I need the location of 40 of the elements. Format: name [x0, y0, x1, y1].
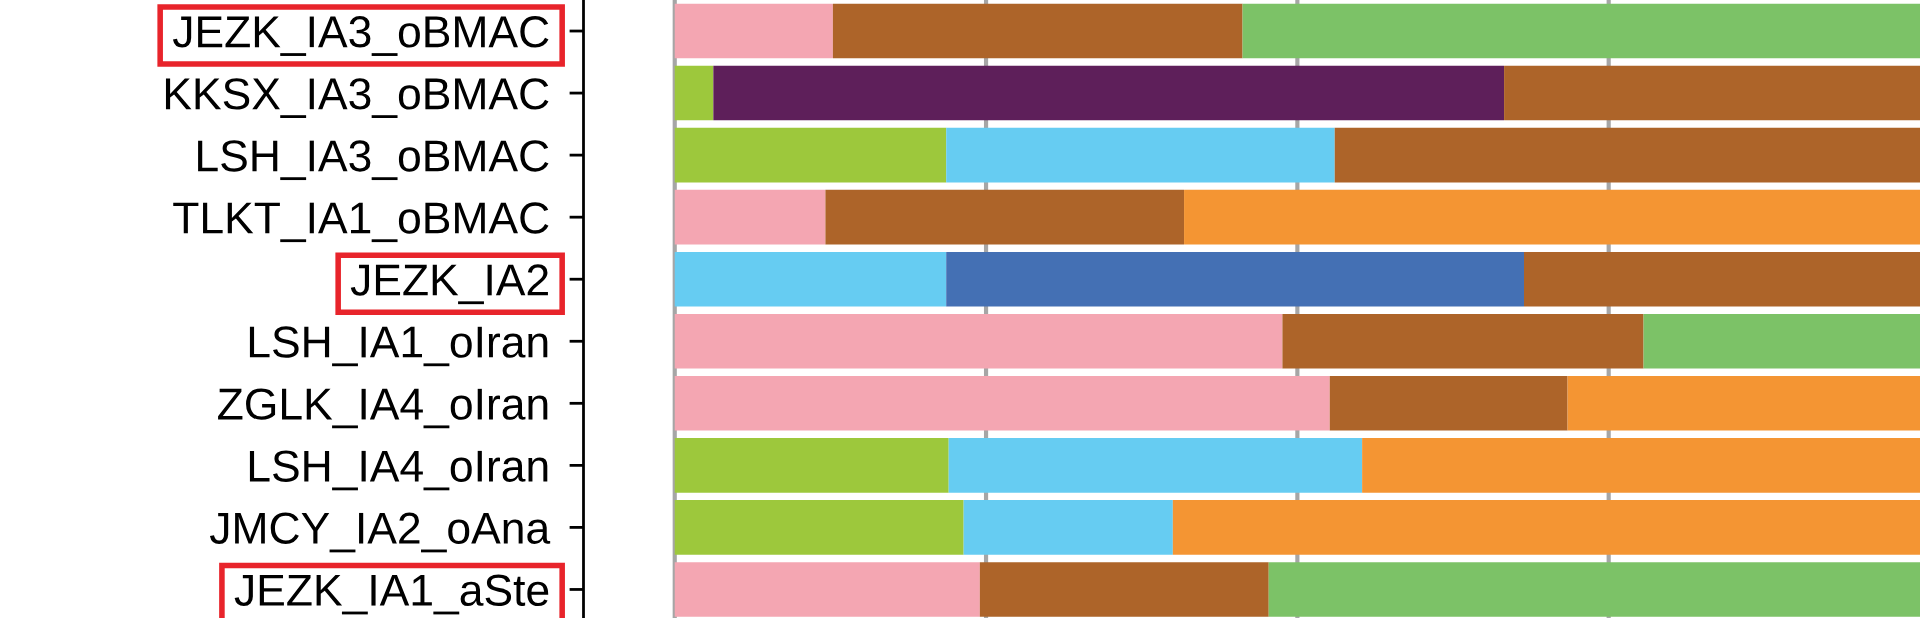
bar	[1334, 127, 1920, 183]
bar	[674, 251, 947, 307]
bar	[1643, 313, 1920, 369]
y-tick-label: LSH_IA3_oBMAC	[198, 140, 549, 181]
bar	[674, 562, 980, 617]
bar	[1524, 251, 1920, 307]
bar	[948, 438, 1363, 493]
y-tick-label: LSH_IA4_oIran	[249, 450, 548, 491]
bar	[1567, 376, 1920, 431]
bar	[674, 376, 1330, 431]
bar	[674, 65, 714, 121]
bar	[946, 127, 1335, 183]
y-tick-label: ZGLK_IA4_oIran	[218, 388, 548, 429]
y-tick-label: JEZK_IA1_aSte	[234, 574, 549, 615]
bar	[1242, 3, 1920, 59]
bar	[963, 500, 1173, 555]
y-tick-label: JEZK_IA2	[350, 264, 548, 305]
y-tick-label: LSH_IA1_oIran	[249, 326, 548, 367]
bar	[825, 189, 1185, 245]
y-tick-label: KKSX_IA3_oBMAC	[165, 78, 549, 119]
bar	[674, 3, 833, 59]
bar	[1282, 313, 1644, 369]
y-tick-label: JEZK_IA3_oBMAC	[172, 16, 549, 56]
bar	[1504, 65, 1920, 121]
y-tick-label: TLKT_IA1_oBMAC	[173, 202, 549, 243]
bar	[674, 127, 947, 183]
bar	[1184, 189, 1920, 245]
bar	[1172, 500, 1920, 555]
bar	[946, 251, 1525, 307]
bar	[674, 438, 949, 493]
bar	[1268, 562, 1920, 617]
bar	[713, 65, 1505, 121]
bar	[1329, 376, 1568, 431]
bar	[674, 189, 826, 245]
bar	[1362, 438, 1920, 493]
bar	[674, 500, 964, 555]
bar	[832, 3, 1243, 59]
bar	[674, 313, 1283, 369]
bar	[979, 562, 1269, 617]
y-tick-label: JMCY_IA2_oAna	[209, 512, 551, 553]
